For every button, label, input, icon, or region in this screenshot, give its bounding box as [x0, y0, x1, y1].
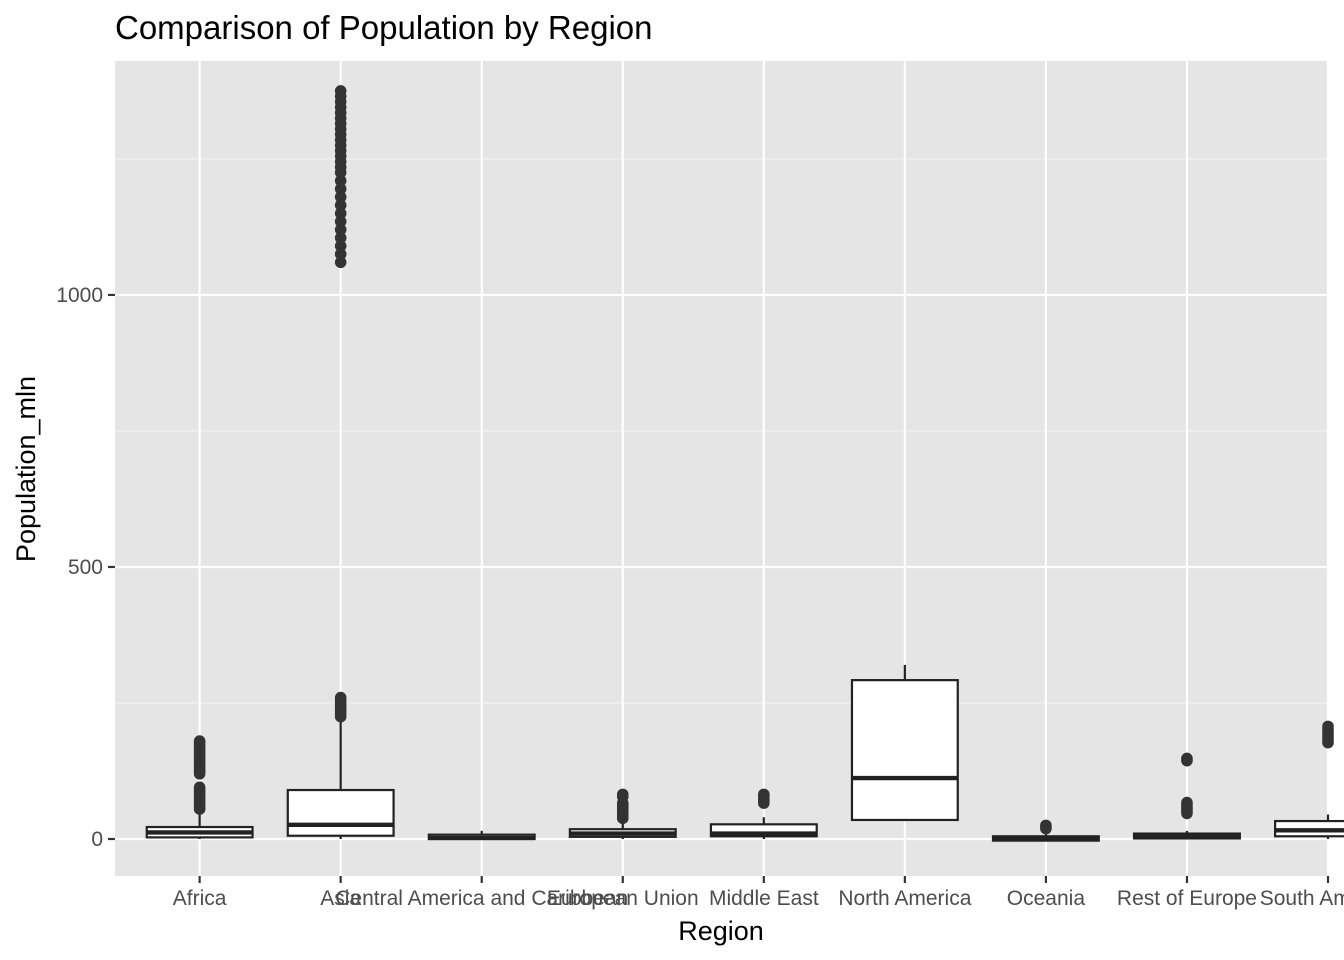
outlier-point — [334, 256, 347, 269]
x-tick-label: North America — [838, 887, 971, 910]
y-tick-label: 1000 — [56, 284, 103, 307]
box-group — [427, 830, 536, 841]
grid-lines — [115, 61, 1330, 876]
outlier-point — [193, 803, 206, 815]
outlier-point — [334, 232, 347, 244]
outlier-point — [193, 767, 206, 780]
outlier-point — [334, 174, 347, 187]
box-iqr — [850, 679, 959, 822]
box-group — [568, 788, 677, 840]
box-group — [991, 819, 1100, 842]
box-group — [1274, 720, 1344, 840]
box-group — [145, 735, 254, 840]
outlier-point — [1181, 807, 1193, 820]
x-axis-title: Region — [678, 916, 764, 946]
outlier-point — [334, 207, 347, 220]
box-group — [1132, 752, 1241, 840]
outlier-point — [334, 191, 347, 203]
x-tick-label: Oceania — [1007, 887, 1086, 910]
box-iqr — [709, 823, 818, 838]
box-group — [709, 788, 818, 840]
plot-panel — [115, 61, 1328, 876]
x-tick-label: Africa — [173, 887, 227, 910]
box-group — [286, 85, 395, 840]
x-tick-label: Central America and Caribbean — [335, 887, 628, 910]
x-tick-label: Rest of Europe — [1117, 887, 1257, 910]
y-axis-title: Population_mln — [11, 376, 41, 562]
y-tick-label: 0 — [91, 828, 103, 851]
outlier-point — [1322, 736, 1334, 749]
x-tick-label: South America — [1260, 887, 1344, 910]
outlier-point — [1181, 754, 1193, 767]
box-iqr — [286, 788, 395, 837]
outlier-point — [1040, 822, 1052, 835]
outlier-point — [334, 710, 347, 723]
chart-title: Comparison of Population by Region — [115, 9, 653, 46]
x-tick-label: Middle East — [709, 887, 819, 910]
outlier-point — [758, 797, 770, 809]
boxplot-marks — [145, 85, 1344, 842]
y-tick-label: 500 — [68, 556, 103, 579]
outlier-point — [334, 199, 347, 211]
box-group — [850, 664, 959, 822]
x-tick-label: Asia — [320, 887, 361, 910]
outlier-point — [334, 166, 347, 179]
outlier-point — [334, 240, 347, 252]
outlier-point — [334, 183, 347, 195]
y-axis: 0 500 1000 — [56, 284, 115, 851]
outlier-point — [334, 215, 347, 228]
outlier-point — [334, 223, 347, 236]
x-tick-label: European Union — [547, 887, 699, 910]
outlier-point — [334, 248, 347, 260]
outlier-point — [616, 812, 629, 825]
